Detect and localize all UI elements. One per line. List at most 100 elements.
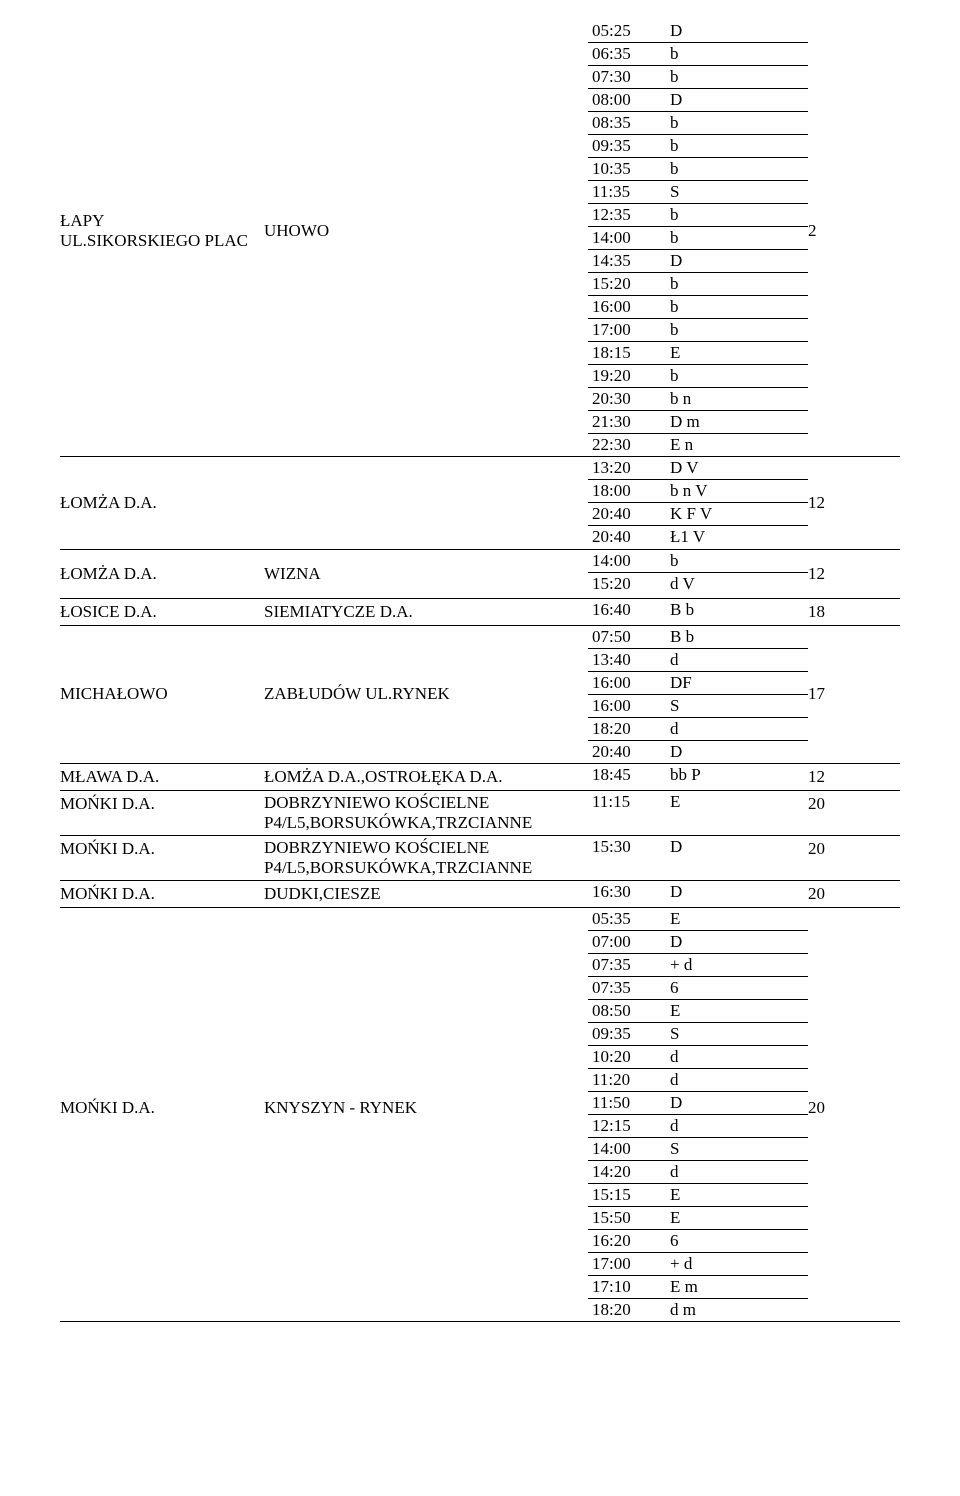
time-value: 07:35 xyxy=(588,954,666,976)
time-entry: 13:20D V xyxy=(588,457,808,480)
times-cell: 05:25D06:35b07:30b08:00D08:35b09:35b10:3… xyxy=(588,20,808,456)
time-code: b xyxy=(666,112,808,134)
time-code: E xyxy=(666,791,808,813)
time-code: b n xyxy=(666,388,808,410)
time-entry: 13:40d xyxy=(588,649,808,672)
time-entry: 14:20d xyxy=(588,1161,808,1184)
time-value: 15:30 xyxy=(588,836,666,858)
ref-cell: 20 xyxy=(808,881,848,907)
time-value: 15:20 xyxy=(588,273,666,295)
ref-cell: 12 xyxy=(808,550,848,598)
time-entry: 20:40Ł1 V xyxy=(588,526,808,548)
time-value: 09:35 xyxy=(588,135,666,157)
time-code: 6 xyxy=(666,1230,808,1252)
time-entry: 09:35b xyxy=(588,135,808,158)
time-code: D V xyxy=(666,457,808,479)
time-value: 12:15 xyxy=(588,1115,666,1137)
time-value: 19:20 xyxy=(588,365,666,387)
time-code: d xyxy=(666,718,808,740)
schedule-row: MOŃKI D.A.KNYSZYN - RYNEK05:35E07:00D07:… xyxy=(60,908,900,1322)
time-code: b xyxy=(666,135,808,157)
time-code: E xyxy=(666,1000,808,1022)
time-entry: 14:00b xyxy=(588,550,808,573)
time-value: 05:25 xyxy=(588,20,666,42)
time-value: 14:00 xyxy=(588,1138,666,1160)
time-code: b xyxy=(666,227,808,249)
time-code: bb P xyxy=(666,764,808,786)
origin-cell: MOŃKI D.A. xyxy=(60,791,264,817)
schedule-row: MŁAWA D.A.ŁOMŻA D.A.,OSTROŁĘKA D.A.18:45… xyxy=(60,764,900,791)
time-entry: 10:35b xyxy=(588,158,808,181)
time-entry: 17:00b xyxy=(588,319,808,342)
time-value: 17:10 xyxy=(588,1276,666,1298)
time-entry: 12:15d xyxy=(588,1115,808,1138)
time-entry: 16:00b xyxy=(588,296,808,319)
time-entry: 11:35S xyxy=(588,181,808,204)
time-value: 13:20 xyxy=(588,457,666,479)
time-value: 12:35 xyxy=(588,204,666,226)
time-entry: 11:20d xyxy=(588,1069,808,1092)
time-code: b xyxy=(666,66,808,88)
times-cell: 18:45bb P xyxy=(588,764,808,786)
ref-cell: 12 xyxy=(808,457,848,549)
times-cell: 05:35E07:00D07:35+ d07:35608:50E09:35S10… xyxy=(588,908,808,1321)
time-value: 16:00 xyxy=(588,296,666,318)
time-entry: 19:20b xyxy=(588,365,808,388)
time-value: 11:20 xyxy=(588,1069,666,1091)
destination-cell xyxy=(264,457,588,549)
time-entry: 16:00DF xyxy=(588,672,808,695)
time-value: 16:40 xyxy=(588,599,666,621)
destination-cell: ZABŁUDÓW UL.RYNEK xyxy=(264,626,588,762)
time-entry: 15:50E xyxy=(588,1207,808,1230)
time-value: 11:15 xyxy=(588,791,666,813)
time-entry: 11:50D xyxy=(588,1092,808,1115)
time-entry: 22:30E n xyxy=(588,434,808,456)
time-code: E n xyxy=(666,434,808,456)
time-value: 07:00 xyxy=(588,931,666,953)
time-value: 20:40 xyxy=(588,526,666,548)
ref-cell: 20 xyxy=(808,908,848,1308)
time-entry: 08:50E xyxy=(588,1000,808,1023)
destination-cell: UHOWO xyxy=(264,20,588,442)
time-code: E xyxy=(666,1184,808,1206)
time-code: b xyxy=(666,319,808,341)
times-cell: 14:00b15:20d V xyxy=(588,550,808,595)
schedule-row: ŁOSICE D.A.SIEMIATYCZE D.A.16:40B b18 xyxy=(60,599,900,626)
time-entry: 14:00S xyxy=(588,1138,808,1161)
time-code: b xyxy=(666,158,808,180)
time-value: 18:15 xyxy=(588,342,666,364)
destination-cell: WIZNA xyxy=(264,550,588,598)
ref-cell: 12 xyxy=(808,764,848,790)
time-value: 06:35 xyxy=(588,43,666,65)
time-code: K F V xyxy=(666,503,808,525)
time-code: B b xyxy=(666,599,808,621)
time-code: D m xyxy=(666,411,808,433)
time-code: D xyxy=(666,881,808,903)
time-value: 18:20 xyxy=(588,718,666,740)
destination-cell: DOBRZYNIEWO KOŚCIELNE P4/L5,BORSUKÓWKA,T… xyxy=(264,836,588,880)
time-code: d xyxy=(666,1115,808,1137)
time-value: 14:35 xyxy=(588,250,666,272)
time-entry: 14:35D xyxy=(588,250,808,273)
time-entry: 16:206 xyxy=(588,1230,808,1253)
time-code: d xyxy=(666,649,808,671)
time-code: d m xyxy=(666,1299,808,1321)
time-entry: 15:20b xyxy=(588,273,808,296)
time-entry: 12:35b xyxy=(588,204,808,227)
time-code: d xyxy=(666,1069,808,1091)
time-value: 18:00 xyxy=(588,480,666,502)
time-code: D xyxy=(666,20,808,42)
time-code: E m xyxy=(666,1276,808,1298)
time-code: d xyxy=(666,1046,808,1068)
time-value: 16:20 xyxy=(588,1230,666,1252)
time-value: 10:35 xyxy=(588,158,666,180)
time-value: 20:30 xyxy=(588,388,666,410)
time-entry: 16:30D xyxy=(588,881,808,903)
origin-cell: ŁAPYUL.SIKORSKIEGO PLAC xyxy=(60,20,264,442)
time-value: 07:50 xyxy=(588,626,666,648)
time-entry: 15:20d V xyxy=(588,573,808,595)
time-entry: 17:10E m xyxy=(588,1276,808,1299)
time-code: D xyxy=(666,836,808,858)
time-entry: 05:25D xyxy=(588,20,808,43)
time-value: 20:40 xyxy=(588,741,666,763)
